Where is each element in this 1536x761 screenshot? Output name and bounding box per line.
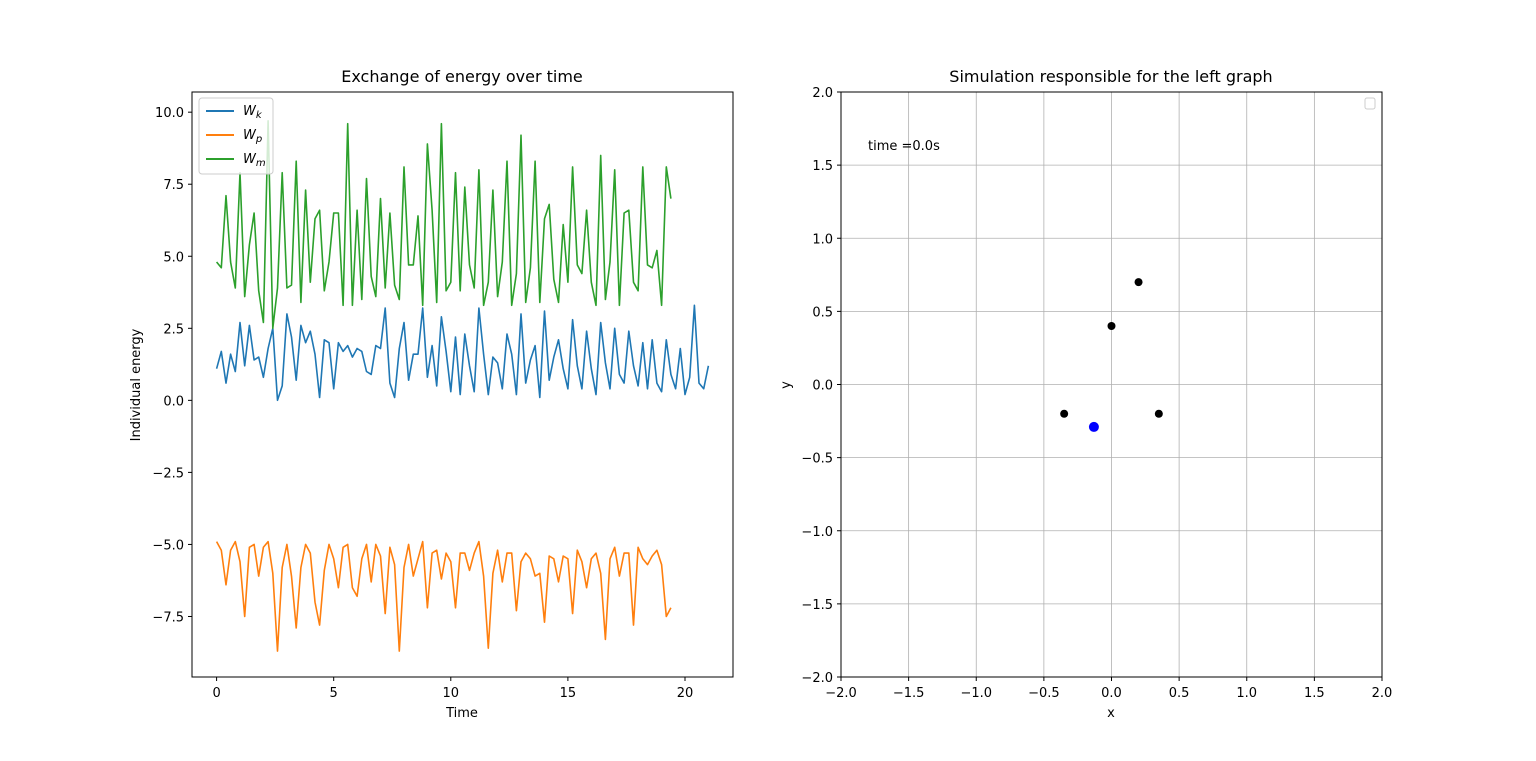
legend-label-wk: Wk	[243, 104, 263, 121]
energy-y-tick-label: 0.0	[163, 394, 184, 409]
simulation-y-label: y	[779, 381, 794, 389]
simulation-x-tick-label: 2.0	[1372, 686, 1393, 701]
simulation-y-tick-label: −1.0	[801, 525, 833, 540]
energy-chart: Exchange of energy over time 0 5 10 15 20 −7…	[129, 67, 734, 721]
series-line-wm	[215, 120, 672, 330]
simulation-chart: Simulation responsible for the left grap…	[779, 67, 1392, 721]
energy-x-label: Time	[445, 706, 478, 721]
point-moving-body	[1088, 421, 1099, 432]
simulation-x-tick-label: −1.5	[893, 686, 925, 701]
simulation-chart-title: Simulation responsible for the left grap…	[949, 67, 1272, 86]
point-body-3	[1060, 409, 1069, 418]
point-body-4	[1154, 409, 1163, 418]
time-annotation: time =0.0s	[868, 139, 940, 154]
simulation-axes-frame	[840, 91, 1383, 678]
energy-y-tick-label: −5.0	[152, 538, 184, 553]
energy-axes-frame	[191, 91, 734, 678]
series-line-wk	[215, 304, 710, 402]
simulation-y-tick-label: −0.5	[801, 452, 833, 467]
simulation-x-tick-label: −1.0	[960, 686, 992, 701]
energy-series-lines	[215, 120, 710, 652]
simulation-y-tick-label: 0.0	[812, 379, 833, 394]
simulation-y-tick-label: −2.0	[801, 671, 833, 686]
simulation-y-tick-label: 1.5	[812, 159, 833, 174]
energy-legend-box	[198, 97, 274, 175]
simulation-grid	[840, 91, 1383, 678]
energy-x-tick-label: 15	[560, 686, 577, 701]
point-body-1	[1134, 278, 1143, 287]
series-line-wp	[215, 540, 672, 652]
simulation-x-tick-label: −0.5	[1028, 686, 1060, 701]
simulation-x-tick-label: 0.5	[1169, 686, 1190, 701]
simulation-y-tick-label: 2.0	[812, 86, 833, 101]
energy-y-ticks: −7.5 −5.0 −2.5 0.0 2.5 5.0 7.5 10.0	[152, 106, 192, 625]
energy-y-tick-label: −7.5	[152, 610, 184, 625]
simulation-x-tick-label: 0.0	[1101, 686, 1122, 701]
energy-x-ticks: 0 5 10 15 20	[212, 677, 693, 701]
energy-y-tick-label: 10.0	[155, 106, 184, 121]
energy-y-tick-label: 2.5	[163, 322, 184, 337]
simulation-x-tick-label: 1.0	[1236, 686, 1257, 701]
energy-chart-title: Exchange of energy over time	[341, 67, 583, 86]
simulation-y-tick-label: −1.5	[801, 598, 833, 613]
simulation-y-tick-label: 1.0	[812, 232, 833, 247]
simulation-points	[1060, 278, 1163, 432]
energy-y-tick-label: −2.5	[152, 466, 184, 481]
point-body-2	[1107, 322, 1116, 330]
energy-x-tick-label: 0	[212, 686, 220, 701]
energy-y-tick-label: 5.0	[163, 250, 184, 265]
simulation-x-tick-label: 1.5	[1304, 686, 1325, 701]
simulation-x-tick-label: −2.0	[825, 686, 857, 701]
legend-label-wm: Wm	[243, 152, 266, 169]
simulation-x-label: x	[1107, 706, 1115, 721]
simulation-y-tick-label: 0.5	[812, 305, 833, 320]
energy-y-tick-label: 7.5	[163, 178, 184, 193]
energy-legend: Wk Wp Wm	[198, 97, 274, 175]
simulation-x-ticks: −2.0 −1.5 −1.0 −0.5 0.0 0.5 1.0 1.5 2.0	[825, 677, 1392, 701]
simulation-empty-legend	[1364, 97, 1376, 110]
energy-x-tick-label: 10	[443, 686, 460, 701]
simulation-y-ticks: −2.0 −1.5 −1.0 −0.5 0.0 0.5 1.0 1.5 2.0	[801, 86, 841, 686]
legend-label-wp: Wp	[243, 128, 262, 145]
energy-x-tick-label: 20	[677, 686, 694, 701]
energy-x-tick-label: 5	[330, 686, 338, 701]
energy-y-label: Individual energy	[129, 328, 144, 441]
